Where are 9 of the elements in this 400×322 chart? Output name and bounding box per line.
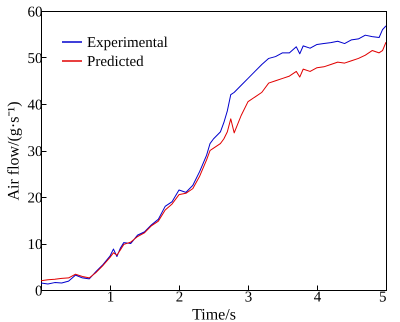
y-axis-title: Air flow/(g·s⁻¹) <box>6 101 22 201</box>
legend-label: Predicted <box>87 54 144 70</box>
x-tick-label: 5 <box>379 290 386 306</box>
x-tick-label: 1 <box>106 290 114 306</box>
x-tick-label: 3 <box>244 290 252 306</box>
x-tick-label: 2 <box>176 290 184 306</box>
x-axis-title: Time/s <box>192 306 236 322</box>
legend-label: Experimental <box>87 35 168 51</box>
x-tick-label: 4 <box>314 290 322 306</box>
